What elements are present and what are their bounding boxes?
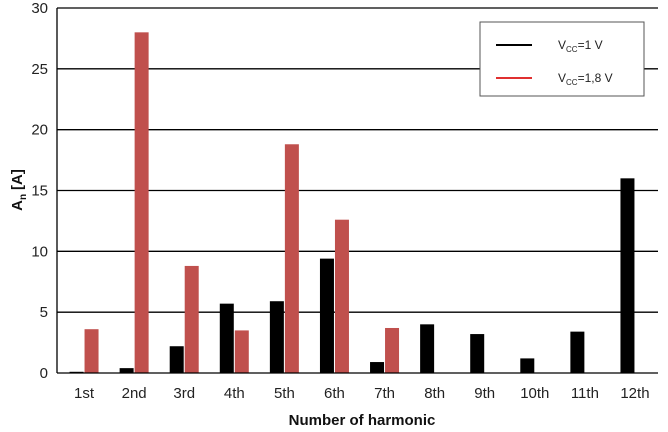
bar-series-1-8th <box>420 324 435 373</box>
bar-series-1-6th <box>319 258 334 373</box>
y-tick-label: 25 <box>31 61 48 78</box>
legend: VCC=1 V VCC=1,8 V <box>479 21 645 97</box>
bar-series-2-6th <box>334 219 349 373</box>
bar-series-1-2nd <box>119 368 134 373</box>
y-tick-label: 10 <box>31 243 48 260</box>
bar-series-1-3rd <box>169 346 184 373</box>
y-axis-label-unit: [A] <box>9 169 26 190</box>
grid-lines <box>57 7 658 313</box>
axes <box>56 8 658 374</box>
bar-series-1-10th <box>520 358 535 373</box>
y-tick-label: 30 <box>31 0 48 17</box>
y-tick-label: 5 <box>40 304 48 321</box>
bar-series-2-1st <box>84 329 99 373</box>
y-axis-label-subscript: n <box>18 194 29 200</box>
x-tick-label: 2nd <box>122 385 147 402</box>
x-tick-label: 5th <box>274 385 295 402</box>
x-axis-label: Number of harmonic <box>289 412 436 429</box>
x-tick-label: 12th <box>620 385 649 402</box>
y-tick-label: 20 <box>31 122 48 139</box>
bar-series-1-5th <box>269 301 284 373</box>
x-tick-label: 3rd <box>173 385 195 402</box>
bar-series-2-5th <box>284 144 299 373</box>
bar-series-1-9th <box>470 334 485 373</box>
x-tick-label: 8th <box>424 385 445 402</box>
bar-series-1-4th <box>219 303 234 373</box>
bar-series-1-12th <box>620 178 635 373</box>
bar-series-2-2nd <box>134 32 149 373</box>
y-axis-label-main: A <box>9 200 26 211</box>
x-tick-label: 6th <box>324 385 345 402</box>
x-tick-label: 9th <box>474 385 495 402</box>
x-tick-label: 4th <box>224 385 245 402</box>
x-tick-label: 10th <box>520 385 549 402</box>
bar-series-1-11th <box>570 331 585 373</box>
y-tick-label: 0 <box>40 365 48 382</box>
bar-series-2-3rd <box>184 265 199 373</box>
legend-label-series-1: VCC=1 V <box>558 38 603 54</box>
bar-series-2-4th <box>234 330 249 373</box>
x-tick-labels: 1st 2nd 3rd 4th 5th 6th 7th 8th 9th 10th 11th 12th <box>74 385 650 402</box>
y-tick-labels: 0 5 10 15 20 25 30 <box>31 0 48 382</box>
legend-label-series-2: VCC=1,8 V <box>558 71 613 87</box>
x-tick-label: 11th <box>571 385 599 402</box>
x-tick-label: 7th <box>374 385 395 402</box>
y-axis-label: An [A] <box>9 169 29 211</box>
y-tick-label: 15 <box>31 183 48 200</box>
x-tick-label: 1st <box>74 385 95 402</box>
bar-series-1-7th <box>370 362 385 373</box>
legend-box <box>479 21 645 97</box>
bar-series-2-7th <box>385 327 400 373</box>
bars <box>69 32 635 373</box>
